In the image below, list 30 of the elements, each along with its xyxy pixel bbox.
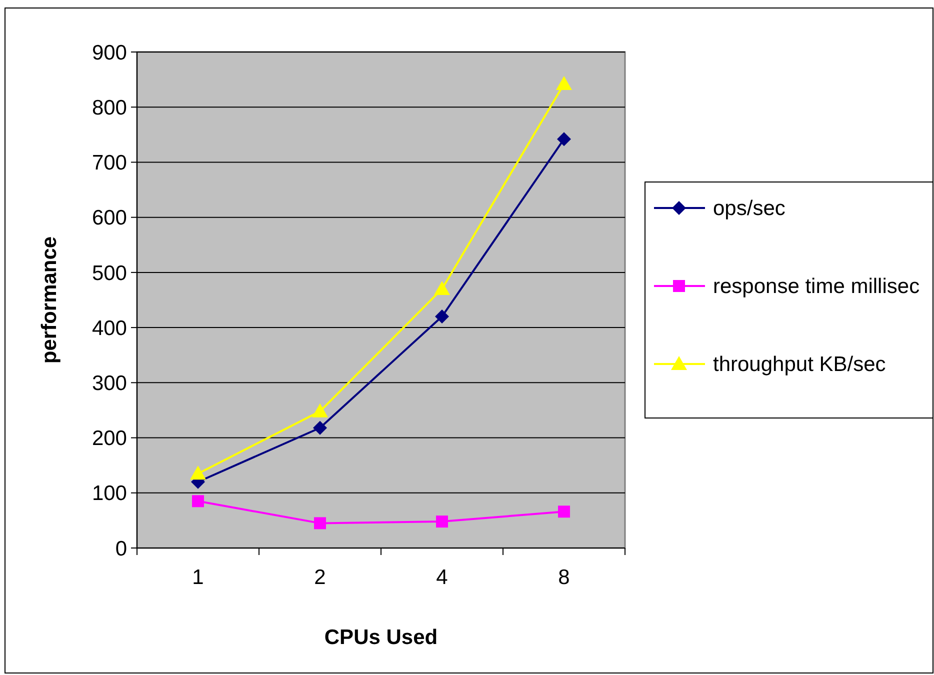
point [558, 506, 570, 518]
y-axis-title: performance [38, 236, 61, 364]
y-tick-label: 900 [92, 41, 127, 64]
point [314, 517, 326, 530]
x-tick-label: 4 [436, 566, 448, 589]
x-tick-label: 2 [314, 566, 326, 589]
point [436, 516, 448, 528]
x-axis-title: CPUs Used [324, 626, 438, 649]
y-tick-label: 500 [92, 262, 127, 285]
y-tick-label: 800 [92, 96, 127, 120]
point [434, 280, 450, 295]
legend-label: throughput KB/sec [713, 353, 886, 376]
y-tick-label: 200 [92, 427, 127, 450]
point [556, 76, 572, 90]
y-tick-label: 400 [92, 316, 127, 340]
point [312, 403, 328, 418]
x-tick-label: 1 [192, 566, 204, 589]
y-tick-label: 0 [115, 537, 127, 560]
point [190, 466, 206, 480]
legend-label: ops/sec [713, 197, 786, 220]
y-tick-label: 700 [92, 152, 127, 175]
y-tick-label: 300 [92, 372, 127, 396]
point [435, 310, 449, 324]
point [192, 495, 204, 508]
y-tick-label: 100 [92, 482, 127, 506]
point [313, 420, 327, 435]
legend-label: response time millisec [713, 275, 920, 298]
x-tick-label: 8 [558, 566, 570, 589]
y-tick-label: 600 [92, 206, 127, 230]
point [557, 132, 571, 146]
